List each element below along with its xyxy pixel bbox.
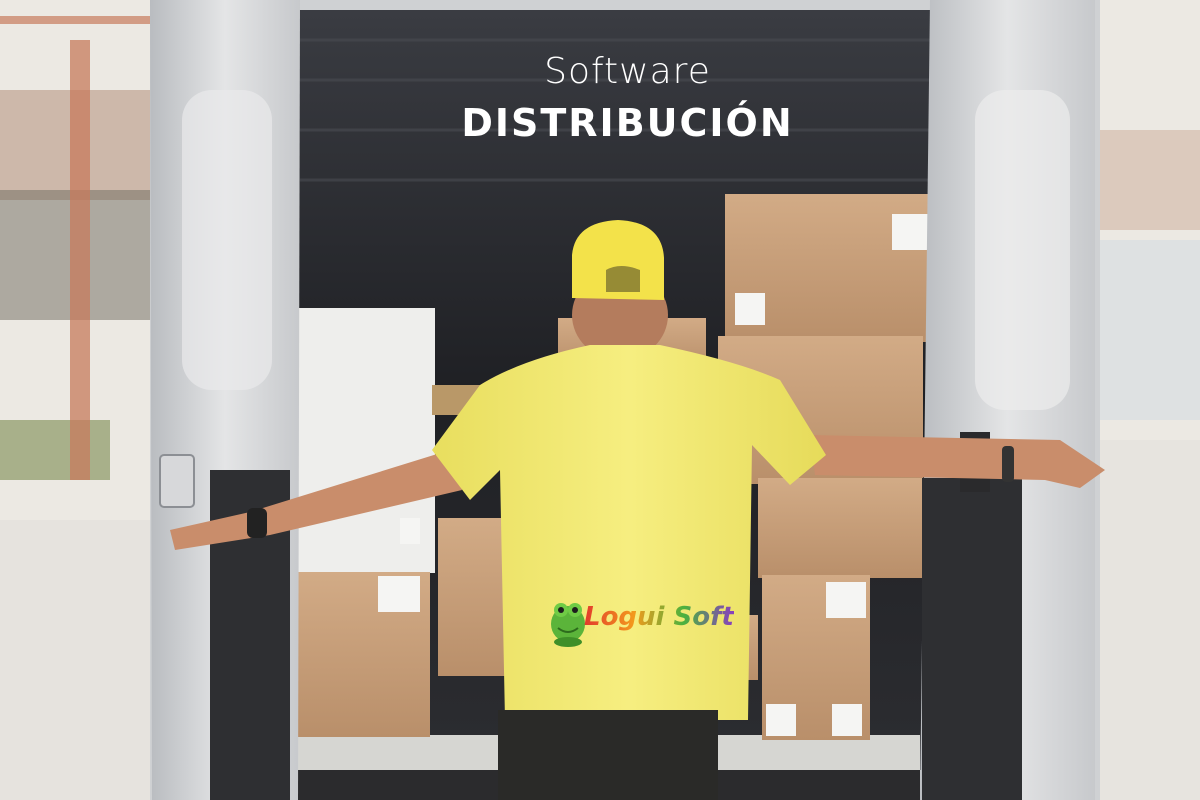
logo-wordmark: Logui Soft	[584, 602, 734, 632]
headline-distribucion: DISTRIBUCIÓN	[461, 101, 794, 145]
logo-text: Logui Soft	[584, 602, 734, 632]
frog-mascot-icon	[551, 603, 585, 647]
headline: Software DISTRIBUCIÓN	[0, 50, 1200, 148]
headline-software: Software	[544, 51, 711, 92]
